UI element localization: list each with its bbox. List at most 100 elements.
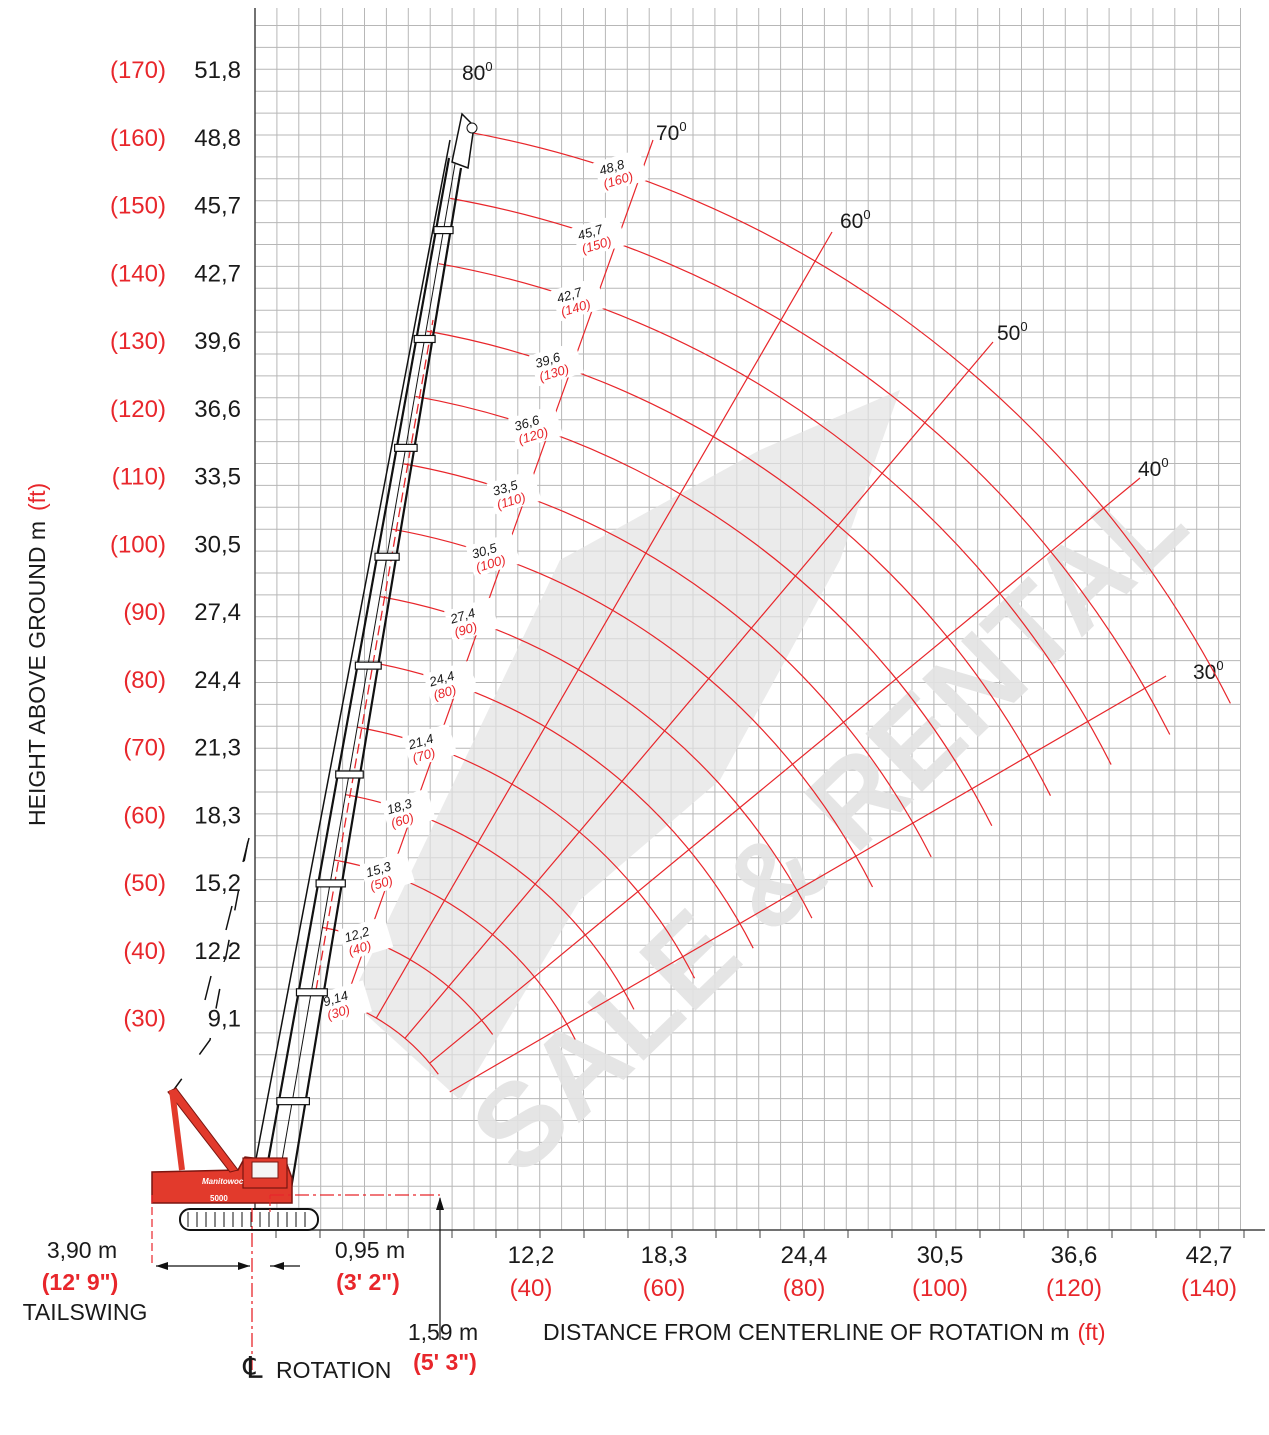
boom-length-label-bg [571,214,627,259]
boom-length-label-bg [486,469,542,515]
distance-tick-ft: (60) [643,1275,686,1302]
distance-tick-ft: (120) [1046,1275,1102,1302]
boom-lattice-panel [413,334,436,344]
distance-tick-ft: (140) [1181,1275,1237,1302]
boom-angle-label: 700 [656,119,687,145]
height-tick-ft: (120) [110,396,166,423]
crane-boom [169,112,478,1196]
boom-lattice-panel [354,661,382,670]
height-tick-m: 9,1 [208,1006,241,1033]
boom-length-label-m: 39,6 [533,349,562,371]
boom-lattice-panel [295,988,328,997]
distance-tick-m: 18,3 [641,1242,688,1269]
boom-length-label-ft: (40) [347,938,373,959]
boom-length-label-m: 15,3 [364,858,393,880]
boom-length-label-bg [550,277,606,322]
crane-model: 5000 [210,1194,228,1203]
height-tick-ft: (130) [110,328,166,355]
arrow-head [238,1262,250,1270]
arrow-head [436,1197,444,1210]
diagram-labels: (170) 51,8 (160) 48,8 (150) 45,7 (140) 42,7 (130… [23,57,1237,1385]
height-tick-ft: (50) [123,870,166,897]
boom-lattice-panel [433,225,454,235]
dimension-slash [242,837,250,863]
height-tick-ft: (70) [123,735,166,762]
arrow-head [272,1262,284,1270]
height-tick-m: 42,7 [194,260,241,287]
boom-angle-line [375,231,833,1019]
boom-length-label-m: 45,7 [576,221,605,243]
height-tick-ft: (90) [123,599,166,626]
height-tick-ft: (40) [123,938,166,965]
height-tick-ft: (170) [110,57,166,84]
cab-window [251,1161,279,1179]
pin-height-value-m: 1,59 m [408,1319,478,1345]
centerline-symbol: ℄ [242,1352,263,1385]
boom-length-label-m: 9,14 [321,988,350,1010]
crane-brand: Manitowoc [202,1177,244,1186]
height-tick-ft: (110) [112,464,166,491]
boom-inner-centerline [315,319,434,991]
height-tick-m: 24,4 [194,667,241,694]
height-tick-m: 12,2 [194,938,241,965]
height-tick-ft: (60) [123,802,166,829]
boom-angle-label: 600 [840,207,871,233]
height-tick-ft: (100) [110,531,166,558]
dimension-slash [225,905,233,931]
boom-length-label-m: 24,4 [427,668,457,690]
boom-lattice-panel [374,552,400,561]
distance-tick-ft: (40) [510,1275,553,1302]
distance-tick-m: 24,4 [781,1242,828,1269]
boom-length-label-bg [593,149,649,194]
boom-length-label-m: 27,4 [447,605,477,627]
height-tick-ft: (150) [110,193,166,220]
boom-length-label-m: 30,5 [470,540,499,562]
height-tick-m: 21,3 [194,735,241,762]
boom-length-label-bg [380,788,436,833]
tailswing-value-m: 3,90 m [47,1237,117,1263]
height-tick-m: 18,3 [194,802,241,829]
boom-lattice-panel [394,443,418,452]
boom-length-label-bg [359,851,415,896]
distance-tick-ft: (80) [783,1275,826,1302]
boom-length-label-ft: (60) [389,810,415,831]
boom-length-label-bg [402,723,458,768]
distance-tick-ft: (100) [912,1275,968,1302]
gantry-leg [167,1087,239,1173]
boom-length-label-m: 48,8 [597,156,626,178]
crane-body: Manitowoc 5000 [151,1087,319,1231]
height-tick-m: 15,2 [194,870,241,897]
boom-length-label-m: 36,6 [512,412,541,434]
height-tick-m: 51,8 [194,57,241,84]
gantry-line [169,819,253,1096]
distance-tick-m: 12,2 [508,1242,555,1269]
boom-length-label-bg [443,597,500,643]
boom-length-label-m: 42,7 [555,284,584,306]
height-axis-title: HEIGHT ABOVE GROUND m(ft) [24,483,50,826]
height-tick-ft: (30) [123,1006,166,1033]
boom-angle-label: 400 [1138,455,1169,481]
boom-length-label-m: 33,5 [491,477,520,499]
boom-length-label-bg [465,532,521,578]
boom-length-label-bg [423,660,479,706]
boom-angle-line [429,477,1141,1064]
tailswing-label: TAILSWING [23,1299,148,1325]
pin-offset-value-ft: (3' 2") [336,1269,400,1295]
height-tick-m: 27,4 [194,599,241,626]
height-tick-ft: (160) [110,125,166,152]
distance-axis-title: DISTANCE FROM CENTERLINE OF ROTATION m (f… [543,1319,1106,1345]
height-tick-ft: (140) [110,260,166,287]
boom-length-label-m: 21,4 [406,731,436,753]
boom-lattice-panel [335,770,364,779]
height-tick-m: 30,5 [194,531,241,558]
boom-pendant-line [251,139,451,1181]
boom-length-label-bg [508,404,564,450]
height-tick-m: 48,8 [194,125,241,152]
boom-length-label-ft: (90) [452,619,478,640]
boom-length-label-ft: (80) [432,682,458,703]
dimension-slash [204,975,212,1001]
dimension-lines [151,1194,444,1370]
arrow-head [156,1262,168,1270]
